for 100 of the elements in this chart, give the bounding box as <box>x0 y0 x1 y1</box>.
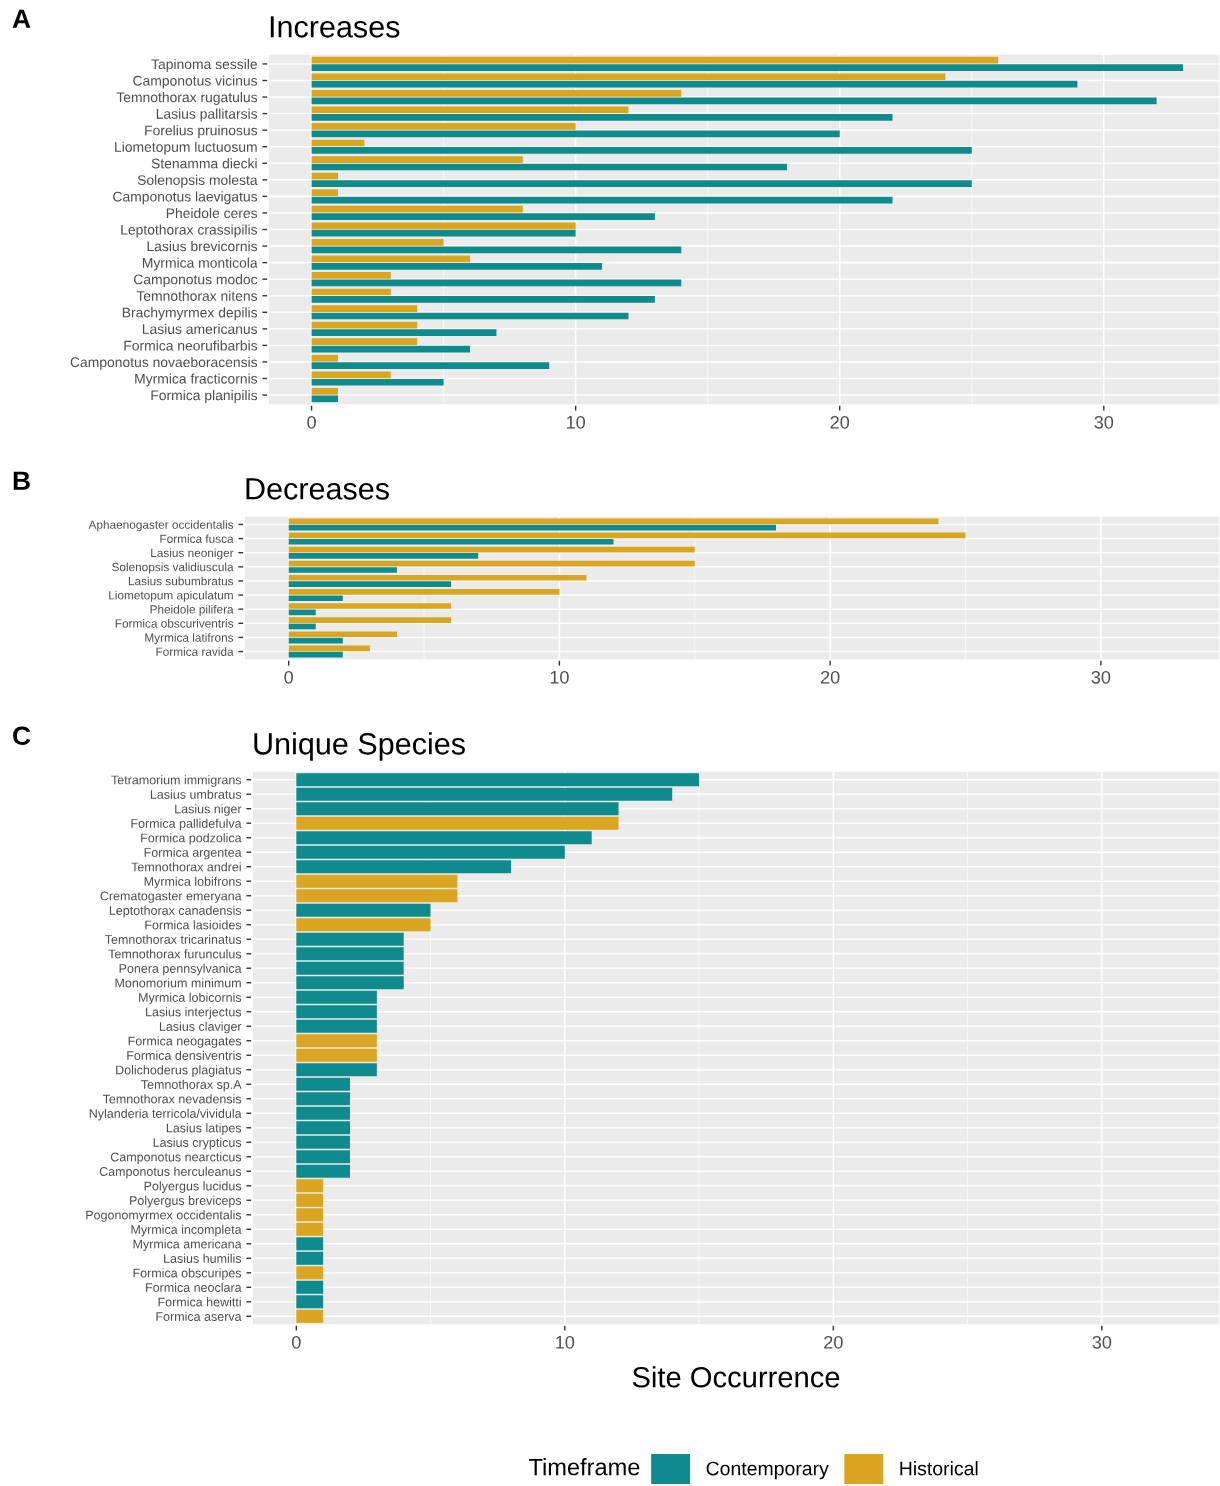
y-tick-label: Lasius subumbratus <box>128 576 234 586</box>
y-tick-label: Camponotus novaeboracensis <box>70 356 258 370</box>
bar <box>296 1237 324 1251</box>
y-tick-label: Temnothorax tricarinatus <box>105 934 242 944</box>
bar <box>296 1179 324 1193</box>
y-tick-label: Ponera pennsylvanica <box>119 963 242 976</box>
bar <box>311 238 444 246</box>
legend-label: Contemporary <box>706 1461 829 1480</box>
bar <box>311 189 338 197</box>
bar <box>311 338 418 346</box>
bar <box>288 589 560 595</box>
y-tick-label: Solenopsis molesta <box>137 174 258 188</box>
y-tick-label: Aphaenogaster occidentalis <box>88 520 234 532</box>
y-tick-label: Myrmica incompleta <box>131 1224 242 1237</box>
y-tick-label: Liometopum apiculatum <box>109 590 233 602</box>
y-tick-label: Pheidole ceres <box>166 207 258 219</box>
y-tick-label: Camponotus modoc <box>134 274 258 288</box>
y-tick-label: Formica obscuriventris <box>115 619 234 628</box>
y-tick-label: Formica aserva <box>156 1311 242 1321</box>
y-tick-label: Formica fusca <box>160 534 234 543</box>
bar <box>311 89 682 97</box>
y-tick-label: Lasius neoniger <box>151 548 234 560</box>
bar <box>311 246 682 254</box>
chart-title: Decreases <box>246 478 389 500</box>
bar <box>288 595 343 602</box>
y-tick-label: Dolichoderus plagiatus <box>116 1065 242 1077</box>
bar <box>288 574 587 581</box>
y-tick-label: Myrmica fracticornis <box>135 373 258 387</box>
text: C <box>13 726 31 746</box>
y-tick-label: Forelius pruinosus <box>145 125 258 139</box>
y-tick-label: Formica hewitti <box>158 1297 241 1307</box>
y-tick-label: Lasius interjectus <box>146 1007 242 1019</box>
x-tick-label: 0 <box>284 670 293 684</box>
y-tick-label: Pheidole pilifera <box>150 604 234 616</box>
x-tick-label: 20 <box>824 1335 843 1349</box>
y-tick-label: Tapinoma sessile <box>151 58 257 72</box>
y-tick-label: Formica neoclara <box>146 1282 242 1292</box>
y-tick-label: Polyergus breviceps <box>130 1195 242 1208</box>
text: B <box>13 471 30 490</box>
bar <box>311 205 523 213</box>
chart-title: Increases <box>270 16 400 38</box>
y-tick-label: Temnothorax furunculus <box>108 949 242 959</box>
bar <box>288 603 452 609</box>
bar <box>311 123 576 130</box>
y-tick-label: Myrmica monticola <box>142 257 258 271</box>
y-tick-label: Camponotus vicinus <box>133 75 258 89</box>
y-tick-label: Polyergus lucidus <box>144 1181 242 1193</box>
y-tick-label: Pogonomyrmex occidentalis <box>86 1210 242 1222</box>
y-tick-label: Formica argentea <box>144 847 242 860</box>
y-tick-label: Camponotus laevigatus <box>113 191 258 205</box>
x-tick-label: 30 <box>1092 1335 1112 1349</box>
chart-title: Unique Species <box>254 732 465 761</box>
y-tick-label: Lasius pallitarsis <box>156 108 258 122</box>
bar <box>311 113 893 121</box>
bar <box>311 222 576 230</box>
y-tick-label: Formica lasioides <box>145 920 242 930</box>
bar <box>288 538 614 545</box>
bar <box>296 773 700 787</box>
bar <box>288 645 370 652</box>
bar <box>296 1309 324 1323</box>
bar <box>311 362 550 370</box>
x-tick-label: 10 <box>556 1335 575 1349</box>
bar <box>311 395 338 403</box>
y-tick-label: Lasius niger <box>175 804 242 816</box>
bar <box>311 296 655 303</box>
bar <box>311 180 972 187</box>
y-tick-label: Formica neogagates <box>128 1036 242 1048</box>
y-tick-label: Lasius latipes <box>166 1123 242 1135</box>
y-tick-label: Myrmica lobifrons <box>144 876 242 889</box>
y-tick-label: Formica obscuripes <box>133 1268 242 1280</box>
y-tick-label: Formica pallidefulva <box>131 818 242 831</box>
bar <box>288 560 695 567</box>
bar <box>296 1048 377 1062</box>
y-tick-label: Camponotus herculeanus <box>99 1166 242 1179</box>
bar <box>311 387 338 395</box>
x-tick-label: 30 <box>1094 415 1114 429</box>
y-tick-label: Formica neorufibarbis <box>124 340 258 351</box>
x-tick-label: 30 <box>1091 670 1111 684</box>
bar <box>311 378 444 386</box>
y-tick-label: Nylanderia terricola/vividula <box>89 1108 242 1121</box>
bar <box>288 581 452 587</box>
y-tick-label: Lasius brevicornis <box>147 241 258 252</box>
bar <box>296 1164 351 1178</box>
bar <box>311 229 576 237</box>
bar <box>311 272 391 279</box>
bar <box>288 609 316 616</box>
bar <box>311 80 1078 88</box>
bar <box>296 1222 324 1236</box>
bar <box>311 156 523 163</box>
y-tick-label: Tetramorium immigrans <box>111 775 242 787</box>
y-tick-label: Lasius humilis <box>164 1253 242 1263</box>
y-tick-label: Leptothorax crassipilis <box>121 224 258 238</box>
y-tick-label: Stenamma diecki <box>151 158 257 169</box>
bar <box>311 354 338 362</box>
bar <box>311 97 1157 105</box>
y-tick-label: Temnothorax nevadensis <box>102 1094 242 1104</box>
bar <box>311 213 655 221</box>
x-axis-title: Site Occurrence <box>632 1366 840 1388</box>
x-tick-label: 20 <box>830 415 850 429</box>
y-tick-label: Myrmica americana <box>133 1239 242 1251</box>
